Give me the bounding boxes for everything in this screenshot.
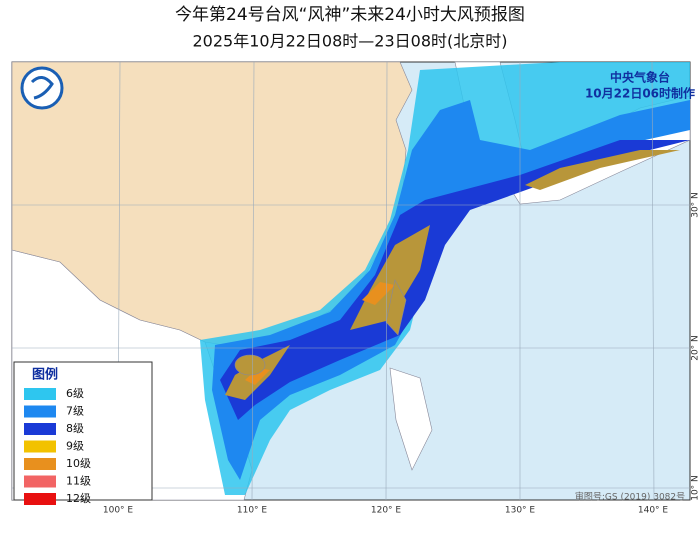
subtitle: 2025年10月22日08时—23日08时(北京时) [192, 32, 507, 51]
legend-label: 6级 [66, 387, 84, 400]
longitude-label: 100° E [103, 506, 134, 516]
zone-7 [212, 100, 690, 480]
legend-swatch [24, 475, 56, 488]
latitude-label: 10° N [691, 475, 700, 501]
longitude-label: 110° E [237, 506, 268, 516]
legend-swatch [24, 388, 56, 400]
longitude-label: 130° E [505, 506, 536, 516]
legend-swatch [24, 493, 56, 505]
legend-swatch [24, 458, 56, 470]
longitude-label: 140° E [638, 506, 669, 516]
latitude-label: 30° N [691, 192, 700, 218]
agency-name: 中央气象台 [610, 70, 670, 85]
longitude-label: 120° E [371, 506, 402, 516]
legend-swatch [24, 423, 56, 435]
axis-labels: 100° E 110° E 120° E 130° E 140° E 30° N 20° N… [103, 192, 700, 515]
legend-label: 7级 [66, 405, 84, 418]
philippines [389, 367, 433, 471]
logo [20, 66, 64, 110]
legend-label: 8级 [66, 422, 84, 435]
legend-label: 9级 [66, 440, 84, 453]
taiwan [385, 279, 407, 336]
graticule [12, 61, 690, 501]
zone-8 [220, 140, 690, 420]
legend-label: 11级 [66, 475, 91, 488]
issue-time: 10月22日06时制作 [585, 86, 695, 101]
zone-10 [245, 282, 395, 385]
legend-label: 10级 [66, 457, 91, 470]
legend-label: 12级 [66, 492, 91, 505]
legend-swatch [24, 440, 56, 453]
logo-mark [30, 76, 54, 100]
latitude-label: 20° N [691, 335, 700, 361]
legend-title: 图例 [32, 367, 58, 383]
approval-number: 审图号:GS (2019) 3082号 [575, 491, 685, 503]
title: 今年第24号台风“风神”未来24小时大风预报图 [175, 5, 525, 25]
legend: 图例 6级 7级 8级 9级 10级 11级 12级 [13, 361, 153, 505]
zone-6 [200, 62, 690, 495]
hainan [234, 354, 266, 376]
legend-swatch [24, 405, 56, 418]
